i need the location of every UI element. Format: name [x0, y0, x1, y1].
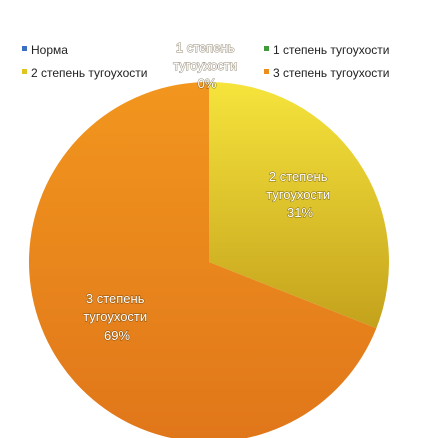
data-label-stage1-line1: 1 степень [176, 40, 235, 55]
legend-label-stage2: 2 степень тугоухости [31, 66, 147, 80]
data-label-stage3-line2: тугоухости [83, 309, 147, 324]
data-label-stage1: 1 степень тугоухости 0% [173, 40, 241, 91]
data-label-stage3: 3 степень тугоухости 69% [83, 291, 151, 343]
data-label-stage1-line2: тугоухости [173, 58, 237, 73]
data-label-stage2-line1: 2 степень [269, 169, 328, 184]
slice-stage2 [209, 82, 389, 329]
legend-label-norma: Норма [31, 43, 68, 57]
chart-legend: Норма 1 степень тугоухости 2 степень туг… [22, 43, 389, 80]
data-label-stage2-value: 31% [287, 205, 313, 220]
legend-swatch-norma [22, 46, 27, 51]
legend-swatch-stage1 [264, 46, 269, 51]
legend-swatch-stage3 [264, 69, 269, 74]
slice-stage3 [29, 82, 377, 438]
data-label-stage3-value: 69% [104, 328, 130, 343]
slice-labels: 1 степень тугоухости 0% 2 степень тугоух… [83, 39, 334, 343]
data-label-stage1-value: 0% [198, 76, 217, 91]
data-label-stage2: 2 степень тугоухости 31% [266, 169, 334, 220]
legend-swatch-stage2 [22, 69, 27, 74]
legend-label-stage3: 3 степень тугоухости [273, 66, 389, 80]
pie-slices [29, 82, 389, 438]
legend-label-stage1: 1 степень тугоухости [273, 43, 389, 57]
data-label-stage3-line1: 3 степень [86, 291, 145, 306]
data-label-stage2-line2: тугоухости [266, 187, 330, 202]
